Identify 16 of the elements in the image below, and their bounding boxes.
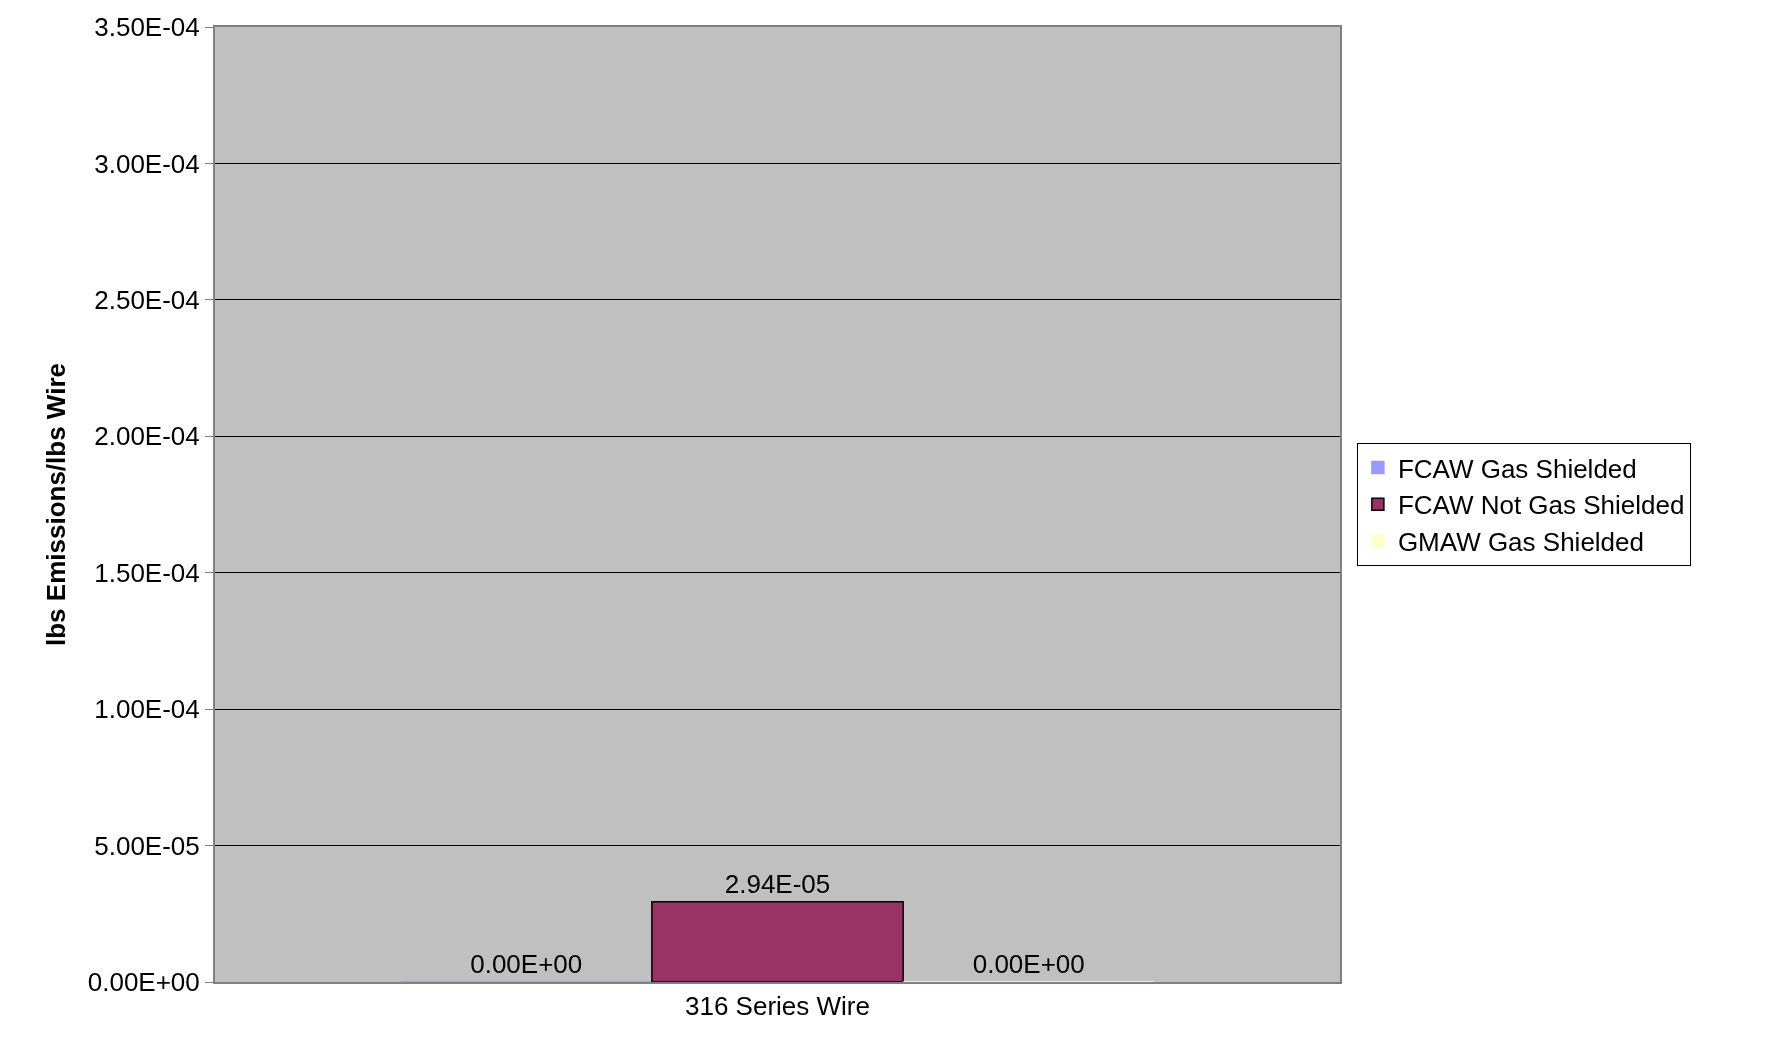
y-axis-title: lbs Emissions/lbs Wire xyxy=(40,363,71,646)
x-tick-label: 316 Series Wire xyxy=(685,991,870,1022)
y-tick-label: 2.50E-04 xyxy=(94,284,200,315)
legend-label: FCAW Not Gas Shielded xyxy=(1397,490,1685,521)
y-tick-label: 5.00E-05 xyxy=(94,830,200,861)
legend-label: GMAW Gas Shielded xyxy=(1397,527,1644,558)
y-tick-label: 1.50E-04 xyxy=(94,557,200,588)
data-label: 0.00E+00 xyxy=(470,949,583,979)
data-label: 0.00E+00 xyxy=(972,949,1085,979)
y-tick-label: 1.00E-04 xyxy=(94,694,200,725)
data-label: 2.94E-05 xyxy=(724,868,831,899)
y-tick-label: 2.00E-04 xyxy=(94,421,200,452)
y-tick-label: 3.50E-04 xyxy=(94,12,200,43)
legend-label: FCAW Gas Shielded xyxy=(1397,453,1637,484)
y-tick-label: 0.00E+00 xyxy=(87,967,200,998)
y-tick-label: 3.00E-04 xyxy=(94,148,200,179)
